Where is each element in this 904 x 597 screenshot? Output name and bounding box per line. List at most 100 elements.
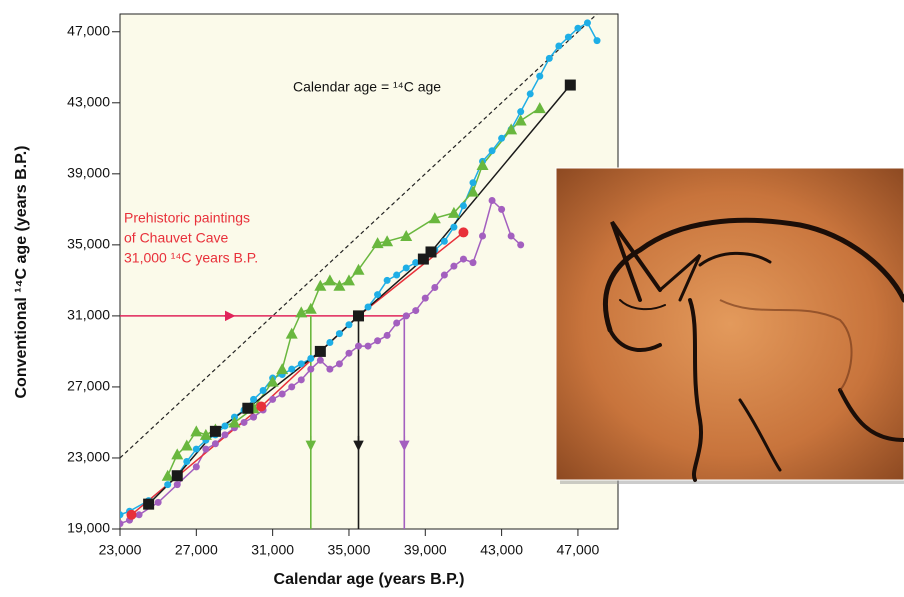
point [507,232,515,240]
point [297,376,305,384]
point [135,511,143,519]
point [383,276,391,284]
point [400,229,413,241]
y-tick-label: 23,000 [67,449,110,465]
point [425,246,437,258]
point [295,306,308,318]
point [256,401,267,412]
y-tick-label: 19,000 [67,520,110,536]
point [469,259,477,267]
point [323,274,336,286]
y-tick-label: 47,000 [67,22,110,38]
point [161,469,174,481]
y-tick-label: 39,000 [67,165,110,181]
x-tick-label: 39,000 [404,542,447,558]
point [242,402,254,414]
y-axis-title: Conventional ¹⁴C age (years B.P.) [13,145,30,398]
annotation: of Chauvet Cave [124,230,228,246]
point [326,339,334,347]
point [304,302,317,314]
point [199,428,212,440]
series-line [120,199,522,525]
point [476,158,489,170]
point [192,445,200,453]
point [183,458,191,466]
point [288,383,296,391]
point [374,337,382,345]
x-tick-label: 43,000 [480,542,523,558]
point [355,342,363,350]
point [536,72,544,80]
point [574,24,582,32]
point [250,413,258,421]
point [120,520,124,528]
point [173,481,181,489]
point [469,179,477,187]
point [143,498,155,510]
point [288,365,296,373]
point [345,349,353,357]
point [555,42,563,50]
point [402,264,410,272]
point [458,227,469,238]
x-tick-label: 35,000 [328,542,371,558]
point [326,365,334,373]
point [393,319,401,327]
point [498,134,506,142]
point [211,440,219,448]
point [545,54,553,62]
point [526,90,534,98]
point [564,33,572,41]
point [285,327,298,339]
point [259,386,267,394]
point [459,255,467,263]
point [269,395,277,403]
point [488,196,496,204]
annotation: 31,000 ¹⁴C years B.P. [124,250,258,266]
point [342,274,355,286]
plot-marks [120,14,601,529]
point [517,108,525,116]
point [374,291,382,299]
point [314,345,326,357]
annotation: Calendar age = ¹⁴C age [293,79,441,95]
point [202,445,210,453]
point [352,263,365,275]
point [345,321,353,329]
point [171,448,184,460]
point [440,237,448,245]
point [417,253,429,265]
point [498,205,506,213]
x-tick-label: 47,000 [557,542,600,558]
point [180,439,193,451]
point [564,79,576,91]
point [120,511,124,519]
point [192,463,200,471]
point [533,102,546,114]
annotation: Prehistoric paintings [124,210,250,226]
point [314,279,327,291]
point [459,202,467,210]
point [221,431,229,439]
point [450,262,458,270]
x-tick-label: 27,000 [175,542,218,558]
point [154,498,162,506]
point [335,360,343,368]
point [517,241,525,249]
identity-line [120,14,598,459]
point [514,114,527,126]
point [364,303,372,311]
point [364,342,372,350]
photo-inset [555,167,904,484]
point [221,422,229,430]
y-tick-label: 27,000 [67,378,110,394]
point [488,147,496,155]
point [479,232,487,240]
point [316,356,324,364]
point [171,470,183,482]
x-axis-title: Calendar age (years B.P.) [274,571,465,588]
point [431,283,439,291]
point [393,271,401,279]
point [126,509,137,520]
